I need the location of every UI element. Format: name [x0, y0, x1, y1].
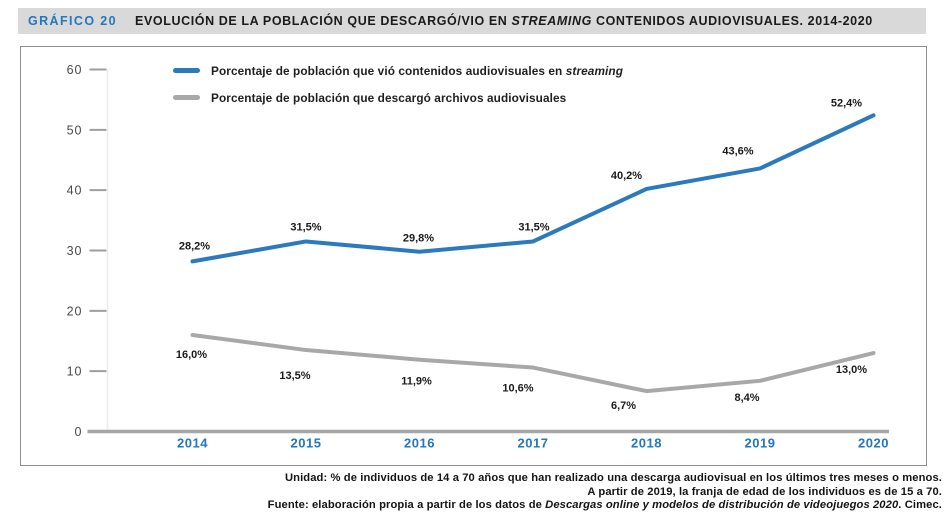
chart-svg: 0 10 20 30 40 50 60 2014 2015 2016 2017 2018 2019 202… — [67, 63, 889, 451]
footnote-fuente-prefix: Fuente: elaboración propia a partir de l… — [267, 499, 546, 511]
footnote-fuente: Fuente: elaboración propia a partir de l… — [268, 499, 942, 513]
downloads-line-swatch — [173, 95, 200, 100]
data-label: 28,2% — [179, 240, 210, 252]
chart-container: 0 10 20 30 40 50 60 2014 2015 2016 2017 2018 2019 202… — [20, 46, 927, 466]
data-label: 52,4% — [831, 97, 862, 109]
footnote-fuente-suffix: . Cimec. — [898, 499, 942, 511]
data-label: 31,5% — [518, 221, 549, 233]
legend-label-descargas: Porcentaje de población que descargó arc… — [211, 91, 566, 105]
y-axis-label: 50 — [67, 123, 83, 137]
footnote-edad: A partir de 2019, la franja de edad de l… — [587, 485, 942, 498]
data-label: 11,9% — [401, 376, 432, 388]
footnote-unidad: Unidad: % de individuos de 14 a 70 años … — [284, 472, 942, 484]
figure-number: GRÁFICO 20 — [28, 14, 118, 28]
legend-label-streaming: Porcentaje de población que vió contenid… — [211, 64, 623, 78]
figure-title: EVOLUCIÓN DE LA POBLACIÓN QUE DESCARGÓ/V… — [135, 14, 873, 28]
figure-title-suffix: CONTENIDOS AUDIOVISUALES. 2014-2020 — [591, 14, 873, 28]
chart-title-bar: GRÁFICO 20 EVOLUCIÓN DE LA POBLACIÓN QUE… — [18, 8, 926, 34]
legend-item-descargas: Porcentaje de población que descargó arc… — [173, 84, 623, 111]
x-axis-year-label: 2014 — [177, 436, 208, 451]
y-axis-label: 10 — [67, 365, 83, 379]
y-axis-label: 60 — [67, 63, 83, 77]
legend-label-streaming-italic: streaming — [565, 63, 624, 78]
data-label: 8,4% — [734, 392, 759, 404]
x-axis-year-label: 2016 — [404, 436, 435, 451]
figure-title-italic: STREAMING — [511, 14, 592, 28]
data-label: 10,6% — [502, 383, 533, 395]
legend-label-streaming-text: Porcentaje de población que vió contenid… — [211, 63, 566, 78]
downloads-line — [190, 332, 876, 394]
footnotes: Unidad: % de individuos de 14 a 70 años … — [268, 472, 942, 513]
data-label: 43,6% — [722, 145, 753, 157]
data-label: 13,0% — [836, 364, 867, 376]
streaming-line-swatch — [173, 68, 200, 73]
footnote-fuente-italic: Descargas online y modelos de distribuci… — [545, 499, 899, 511]
data-label: 40,2% — [611, 170, 642, 182]
y-axis-label: 0 — [75, 425, 83, 439]
data-label: 13,5% — [279, 370, 310, 382]
figure-title-prefix: EVOLUCIÓN DE LA POBLACIÓN QUE DESCARGÓ/V… — [135, 14, 512, 28]
y-axis-label: 20 — [67, 304, 83, 318]
data-label: 31,5% — [290, 221, 321, 233]
streaming-line — [190, 113, 876, 264]
x-axis-year-label: 2018 — [631, 436, 662, 451]
x-axis-year-label: 2015 — [291, 436, 322, 451]
legend: Porcentaje de población que vió contenid… — [173, 57, 623, 111]
data-label: 16,0% — [176, 349, 207, 361]
x-axis-year-label: 2020 — [858, 436, 889, 451]
y-axis-label: 30 — [67, 244, 83, 258]
x-axis-year-label: 2017 — [518, 436, 549, 451]
data-label: 29,8% — [403, 233, 434, 245]
data-label: 6,7% — [611, 400, 636, 412]
legend-item-streaming: Porcentaje de población que vió contenid… — [173, 57, 623, 84]
x-axis-year-label: 2019 — [745, 436, 776, 451]
y-axis-label: 40 — [67, 184, 83, 198]
legend-label-descargas-text: Porcentaje de población que descargó arc… — [211, 90, 567, 105]
